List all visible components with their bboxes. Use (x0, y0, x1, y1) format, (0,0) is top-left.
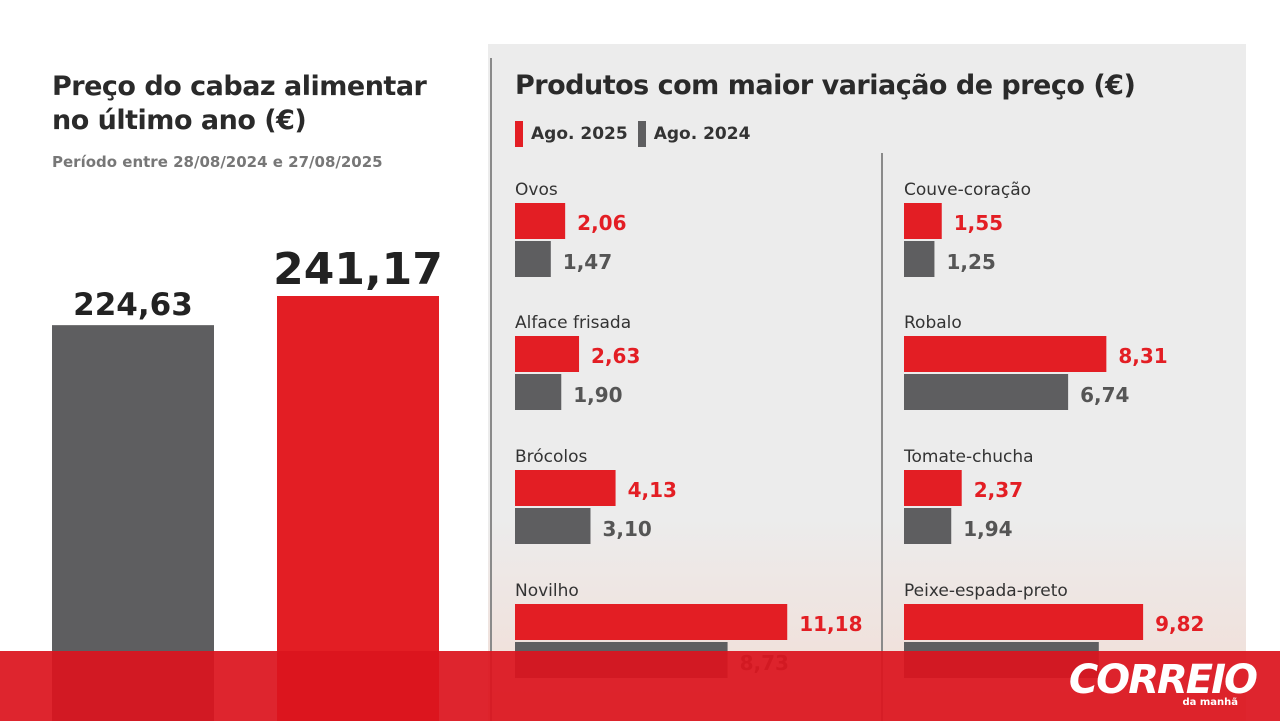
basket-chart-title: Preço do cabaz alimentar no último ano (… (52, 71, 427, 136)
product-group: Tomate-chucha 2,37 1,94 (903, 447, 1034, 544)
product-group: Brócolos 4,13 3,10 (515, 447, 677, 544)
bar-2025 (904, 336, 1107, 372)
bar-2024 (904, 374, 1069, 410)
bottom-banner: CORREIO da manhã (0, 651, 1280, 721)
product-group: Ovos 2,06 1,47 (515, 180, 627, 277)
legend-swatch-2025 (515, 121, 523, 147)
bar-2025 (515, 203, 566, 239)
product-group: Couve-coração 1,55 1,25 (904, 180, 1031, 277)
bar-2025 (515, 470, 616, 506)
basket-bar-label-0: 224,63 (73, 287, 193, 323)
bar-2025-label: 2,37 (974, 478, 1023, 502)
bar-2025-label: 8,31 (1118, 344, 1167, 368)
legend-label-2025: Ago. 2025 (531, 124, 628, 144)
product-name: Couve-coração (904, 180, 1031, 200)
product-name: Tomate-chucha (903, 447, 1034, 467)
product-name: Alface frisada (515, 313, 631, 333)
bar-2025 (515, 604, 788, 640)
basket-chart-subtitle: Período entre 28/08/2024 e 27/08/2025 (52, 153, 383, 171)
column-divider (881, 153, 883, 721)
basket-bar-1 (277, 296, 439, 721)
bar-2024 (515, 374, 562, 410)
product-group: Robalo 8,31 6,74 (904, 313, 1168, 410)
bar-2025 (515, 336, 580, 372)
legend-swatch-2024 (637, 121, 646, 147)
products-chart-title: Produtos com maior variação de preço (€) (515, 70, 1136, 101)
bar-2024 (904, 241, 935, 277)
bar-2024-label: 1,47 (563, 250, 612, 274)
bar-2024-label: 1,25 (946, 250, 995, 274)
bar-2025-label: 4,13 (628, 478, 677, 502)
bar-2025 (904, 470, 962, 506)
bar-2024-label: 1,94 (963, 517, 1012, 541)
product-name: Brócolos (515, 447, 588, 467)
legend: Ago. 2025 Ago. 2024 (515, 120, 750, 148)
logo-tagline: da manhã (1182, 697, 1238, 708)
bar-2024 (515, 241, 551, 277)
panel-divider (490, 58, 492, 721)
product-name: Peixe-espada-preto (904, 581, 1068, 601)
bar-2025-label: 9,82 (1155, 612, 1204, 636)
bar-2024 (515, 508, 591, 544)
basket-bar-label-1: 241,17 (273, 244, 443, 295)
bar-2024 (904, 508, 952, 544)
logo-wordmark: CORREIO (1068, 657, 1258, 703)
legend-item-2025: Ago. 2025 (515, 121, 628, 147)
bar-2025-label: 2,63 (591, 344, 640, 368)
legend-item-2024: Ago. 2024 (637, 121, 751, 147)
bar-2025-label: 2,06 (577, 211, 626, 235)
bar-2024-label: 6,74 (1080, 383, 1129, 407)
product-name: Robalo (904, 313, 962, 333)
bar-2024-label: 1,90 (573, 383, 622, 407)
product-name: Novilho (515, 581, 579, 601)
correio-logo: CORREIO da manhã (1068, 657, 1258, 708)
bar-2025 (904, 604, 1144, 640)
product-group: Alface frisada 2,63 1,90 (515, 313, 640, 410)
bar-2025 (904, 203, 942, 239)
product-name: Ovos (515, 180, 558, 200)
bar-2025-label: 1,55 (954, 211, 1003, 235)
legend-label-2024: Ago. 2024 (653, 124, 751, 144)
bar-2025-label: 11,18 (799, 612, 862, 636)
bar-2024-label: 3,10 (602, 517, 651, 541)
